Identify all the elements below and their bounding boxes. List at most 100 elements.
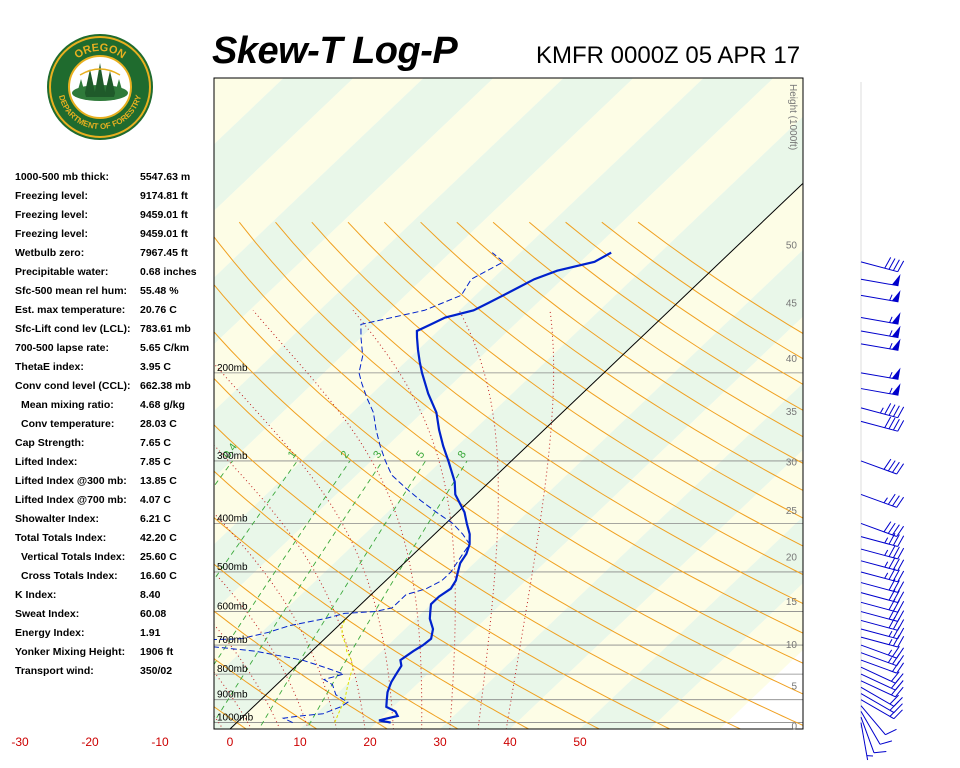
wind-barb-staff bbox=[860, 592, 898, 603]
wind-barb-feather bbox=[897, 610, 905, 622]
dry-adiabat bbox=[275, 221, 803, 605]
temperature-band bbox=[0, 78, 74, 729]
dry-adiabat bbox=[214, 235, 803, 664]
height-tick-label: 10 bbox=[786, 640, 798, 651]
wind-barb bbox=[860, 545, 905, 560]
pressure-level-label: 300mb bbox=[217, 451, 248, 462]
mixing-ratio-label: 1 bbox=[286, 449, 299, 461]
wind-barb bbox=[860, 644, 905, 659]
dry-adiabat bbox=[214, 377, 742, 729]
wind-barb-feather bbox=[893, 703, 903, 713]
pressure-level-label: 800mb bbox=[217, 664, 248, 675]
wind-barb-feather bbox=[897, 547, 905, 560]
index-value: 16.60 C bbox=[140, 570, 177, 582]
wind-barb-half-feather bbox=[889, 330, 893, 337]
index-label: 1000-500 mb thick: bbox=[15, 171, 109, 183]
wind-barb-feather bbox=[896, 525, 905, 537]
wind-barb bbox=[860, 568, 905, 583]
wind-barb-feather bbox=[895, 686, 904, 698]
wind-barb-half-feather bbox=[884, 572, 889, 579]
wind-barb bbox=[860, 711, 893, 745]
wind-barb-staff bbox=[860, 571, 898, 583]
index-row: 1000-500 mb thick: 5547.63 m bbox=[15, 168, 215, 187]
pressure-level-label: 600mb bbox=[217, 602, 248, 613]
wind-barb-feather bbox=[892, 495, 900, 507]
wind-barb bbox=[860, 616, 905, 631]
wind-barb-staff bbox=[860, 460, 897, 475]
wind-barb bbox=[860, 589, 905, 603]
index-value: 9174.81 ft bbox=[140, 190, 188, 202]
index-row: Freezing level: 9459.01 ft bbox=[15, 206, 215, 225]
wind-barb-feather bbox=[888, 557, 896, 569]
wind-barb-staff bbox=[860, 711, 881, 745]
wind-barb-half-feather bbox=[884, 549, 889, 556]
wind-barb-feather bbox=[897, 559, 905, 571]
wind-barb-feather bbox=[893, 709, 903, 720]
pressure-level-label: 1000mb bbox=[217, 713, 254, 724]
wind-barb-staff bbox=[860, 680, 896, 698]
wind-barb-feather bbox=[897, 570, 905, 583]
moist-adiabat bbox=[214, 714, 224, 729]
index-label: Lifted Index @700 mb: bbox=[15, 494, 127, 506]
wind-barb-feather bbox=[897, 535, 905, 547]
wind-barb-feather bbox=[884, 403, 892, 415]
index-label: 700-500 lapse rate: bbox=[15, 342, 109, 354]
wind-barb-feather bbox=[891, 671, 900, 682]
wind-barb-flag bbox=[891, 312, 901, 325]
dry-adiabat bbox=[214, 331, 803, 726]
index-value: 25.60 C bbox=[140, 551, 177, 563]
index-row: Mean mixing ratio: 4.68 g/kg bbox=[15, 396, 215, 415]
height-tick-label: 45 bbox=[786, 299, 798, 310]
temperature-band bbox=[0, 78, 144, 729]
index-label: Lifted Index @300 mb: bbox=[15, 475, 127, 487]
wind-barb bbox=[860, 716, 887, 754]
index-value: 0.68 inches bbox=[140, 266, 197, 278]
wind-barb-staff bbox=[860, 522, 897, 537]
index-row: 700-500 lapse rate: 5.65 C/km bbox=[15, 339, 215, 358]
index-row: Showalter Index: 6.21 C bbox=[15, 510, 215, 529]
plot-frame bbox=[213, 77, 804, 730]
dry-adiabat bbox=[214, 470, 601, 729]
wind-barb-feather bbox=[884, 416, 892, 428]
wind-barb bbox=[860, 533, 905, 547]
wind-barb-feather bbox=[892, 418, 900, 431]
wind-barb-feather bbox=[887, 522, 896, 534]
wind-barb-half-feather bbox=[888, 630, 893, 637]
index-label: Transport wind: bbox=[15, 665, 94, 677]
dry-adiabat bbox=[214, 424, 671, 729]
height-tick-label: 0 bbox=[791, 721, 797, 732]
mixing-ratio-line bbox=[214, 460, 351, 666]
index-row: Cross Totals Index: 16.60 C bbox=[15, 567, 215, 586]
wind-barb bbox=[860, 598, 905, 613]
wind-barb-feather bbox=[895, 673, 904, 684]
wind-barb-feather bbox=[892, 558, 900, 570]
temperature-band bbox=[214, 116, 803, 729]
wind-barb-staff bbox=[860, 560, 898, 572]
index-label: Showalter Index: bbox=[15, 513, 100, 525]
index-row: K Index: 8.40 bbox=[15, 586, 215, 605]
index-label: Energy Index: bbox=[15, 627, 85, 639]
wind-barb-staff bbox=[860, 636, 898, 648]
moist-adiabat bbox=[0, 468, 114, 733]
wind-barb-half-feather bbox=[887, 657, 893, 663]
wind-barb-flag bbox=[891, 325, 901, 338]
dry-adiabat bbox=[492, 221, 803, 438]
stability-indices-panel: 1000-500 mb thick: 5547.63 m Freezing leve… bbox=[15, 168, 215, 681]
moist-adiabat bbox=[0, 482, 86, 734]
x-tick-label: -20 bbox=[81, 735, 99, 749]
moist-adiabat bbox=[0, 421, 198, 733]
wind-barb-feather bbox=[897, 581, 905, 593]
dry-adiabat bbox=[347, 221, 803, 547]
wind-barb bbox=[860, 686, 903, 707]
wind-barb bbox=[860, 626, 905, 640]
wind-barb-staff bbox=[860, 493, 897, 508]
x-tick-label: 50 bbox=[573, 735, 587, 749]
zero-isotherm bbox=[229, 182, 803, 729]
index-label: Lifted Index: bbox=[15, 456, 78, 468]
wind-barb bbox=[860, 659, 905, 674]
mixing-ratio-label: 2 bbox=[339, 449, 352, 461]
wind-barb-staff bbox=[860, 666, 896, 684]
index-row: Freezing level: 9459.01 ft bbox=[15, 225, 215, 244]
height-tick-label: 5 bbox=[791, 681, 797, 692]
wind-barb-flag bbox=[891, 367, 901, 380]
